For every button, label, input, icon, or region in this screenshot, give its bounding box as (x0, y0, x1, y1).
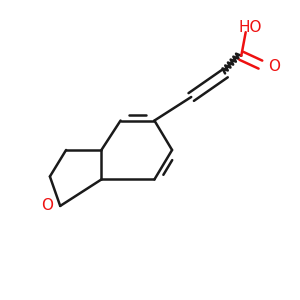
Text: HO: HO (238, 20, 262, 35)
Text: O: O (268, 58, 280, 74)
Text: O: O (41, 198, 53, 213)
